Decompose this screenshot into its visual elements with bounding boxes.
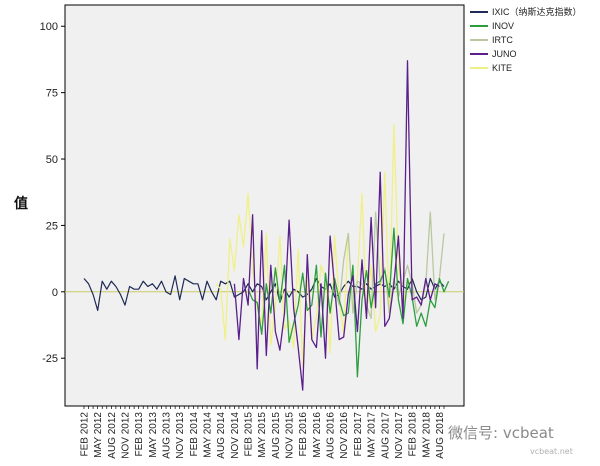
x-tick-label: AUG 2017 xyxy=(380,412,391,459)
series-line-IRTC xyxy=(333,211,445,320)
x-tick-label: AUG 2016 xyxy=(326,412,337,459)
x-tick-label: MAY 2018 xyxy=(421,412,432,458)
x-tick-label: NOV 2012 xyxy=(121,412,132,459)
legend-label: JUNO xyxy=(492,49,517,59)
y-tick-label: 50 xyxy=(46,154,58,166)
y-tick-label: 75 xyxy=(46,88,58,100)
x-tick-label: AUG 2012 xyxy=(107,412,118,459)
y-tick-label: 0 xyxy=(52,287,58,299)
x-tick-label: MAY 2012 xyxy=(93,412,104,458)
series-group xyxy=(83,60,450,391)
x-tick-label: AUG 2015 xyxy=(271,412,282,459)
legend-label: IXIC（纳斯达克指数） xyxy=(492,6,582,17)
y-tick-label: 100 xyxy=(40,21,58,33)
watermark: 微信号: vcbeat xyxy=(448,424,554,442)
y-axis-label: 值 xyxy=(14,195,28,212)
x-tick-label: MAY 2015 xyxy=(257,412,268,458)
x-tick-label: NOV 2014 xyxy=(230,412,241,459)
x-tick-label: FEB 2017 xyxy=(353,412,364,457)
y-tick-label: 25 xyxy=(46,220,58,232)
watermark-sub: vcbeat.net xyxy=(530,447,573,456)
x-tick-label: MAY 2014 xyxy=(203,412,214,458)
x-tick-label: AUG 2014 xyxy=(216,412,227,459)
x-tick-label: FEB 2015 xyxy=(244,412,255,457)
x-tick-label: NOV 2017 xyxy=(394,412,405,459)
x-tick-label: FEB 2012 xyxy=(80,412,91,457)
x-tick-label: MAY 2017 xyxy=(367,412,378,458)
legend-label: KITE xyxy=(492,63,512,73)
x-tick-label: MAY 2013 xyxy=(148,412,159,458)
legend-label: IRTC xyxy=(492,35,513,45)
series-line-INOV xyxy=(247,227,450,378)
legend: IXIC（纳斯达克指数） INOV IRTC JUNO KITE xyxy=(470,6,582,73)
x-tick-label: FEB 2016 xyxy=(298,412,309,457)
x-tick-label: NOV 2015 xyxy=(285,412,296,459)
series-line-JUNO xyxy=(233,60,440,391)
series-line-KITE xyxy=(215,123,413,367)
y-axis: -25 0 25 50 75 100 xyxy=(40,21,65,365)
plot-area xyxy=(64,4,465,407)
x-axis: FEB 2012 MAY 2012 AUG 2012 NOV 2012 FEB 2013… xyxy=(80,406,446,459)
x-tick-label: AUG 2013 xyxy=(162,412,173,459)
x-tick-label: AUG 2018 xyxy=(435,412,446,459)
x-tick-label: FEB 2014 xyxy=(189,412,200,457)
x-tick-label: MAY 2016 xyxy=(312,412,323,458)
x-tick-label: NOV 2016 xyxy=(339,412,350,459)
x-tick-label: FEB 2013 xyxy=(134,412,145,457)
legend-label: INOV xyxy=(492,21,514,31)
y-tick-label: -25 xyxy=(42,353,58,365)
x-tick-label: FEB 2018 xyxy=(408,412,419,457)
x-tick-label: NOV 2013 xyxy=(175,412,186,459)
